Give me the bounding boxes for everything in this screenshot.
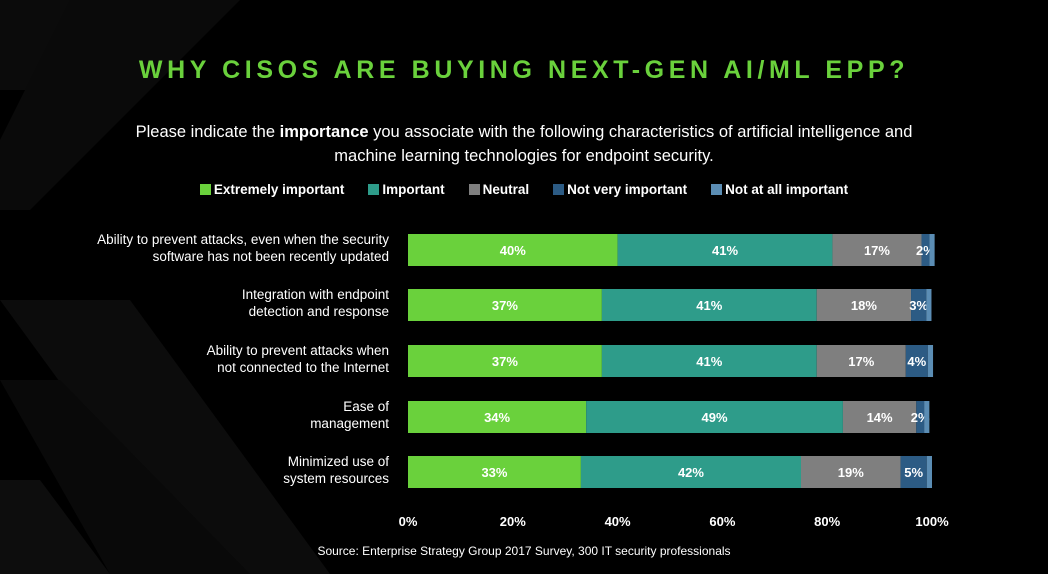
data-label: 42% <box>678 465 704 480</box>
data-label: 14% <box>867 410 893 425</box>
category-label: Integration with endpoint <box>242 287 389 302</box>
bar-segment <box>408 289 602 321</box>
data-label: 5% <box>904 465 923 480</box>
data-label: 18% <box>851 298 877 313</box>
legend-swatch <box>468 184 480 195</box>
data-label: 41% <box>712 243 738 258</box>
bar-segment <box>408 456 581 488</box>
bar-segment <box>408 401 587 433</box>
legend-label: Extremely important <box>213 182 345 197</box>
subtitle: Please indicate the importance you assoc… <box>110 120 938 168</box>
legend-swatch <box>368 184 380 195</box>
category-label: software has not been recently updated <box>153 249 389 264</box>
data-label: 19% <box>838 465 864 480</box>
page-title: WHY CISOS ARE BUYING NEXT-GEN AI/ML EPP? <box>138 56 910 84</box>
bar-segment <box>921 234 930 266</box>
legend-item: Not at all important <box>711 182 848 197</box>
bar-segment <box>601 345 817 377</box>
bar-segment <box>832 234 922 266</box>
data-label: 40% <box>500 243 526 258</box>
data-label: 3% <box>909 298 928 313</box>
data-label: 4% <box>907 354 926 369</box>
legend-label: Neutral <box>482 182 530 197</box>
bar-segment <box>926 289 932 321</box>
subtitle-emphasis: importance <box>279 123 369 141</box>
bar-segment <box>911 289 927 321</box>
subtitle-text: Please indicate the <box>135 123 280 141</box>
chart-legend: Extremely important Important Neutral Not v… <box>0 182 1048 197</box>
bar-segment <box>842 401 917 433</box>
bar-segment <box>601 289 817 321</box>
legend-label: Important <box>382 182 445 197</box>
category-label: Ability to prevent attacks, even when th… <box>97 232 389 247</box>
category-label: Minimized use of <box>288 454 390 469</box>
legend-item: Neutral <box>468 182 530 197</box>
bar-segment <box>580 456 801 488</box>
x-tick-label: 40% <box>605 514 631 529</box>
bar-segment <box>816 345 906 377</box>
category-label: Ease of <box>343 399 389 414</box>
data-label: 41% <box>696 298 722 313</box>
category-label: system resources <box>283 471 389 486</box>
data-label: 17% <box>864 243 890 258</box>
bar-segment <box>916 401 925 433</box>
bar-segment <box>927 345 934 377</box>
source-note: Source: Enterprise Strategy Group 2017 S… <box>317 544 731 558</box>
data-label: 37% <box>492 354 518 369</box>
x-tick-label: 100% <box>915 514 949 529</box>
bar-segment <box>408 234 618 266</box>
bar-segment <box>586 401 843 433</box>
legend-item: Not very important <box>553 182 687 197</box>
legend-swatch <box>553 184 565 195</box>
legend-item: Extremely important <box>199 182 345 197</box>
bar-segment <box>408 345 602 377</box>
bar-segment <box>924 401 930 433</box>
bar-segment <box>929 234 935 266</box>
bar-segment <box>801 456 901 488</box>
legend-label: Not at all important <box>725 182 849 197</box>
bar-segment <box>617 234 833 266</box>
legend-swatch <box>711 184 723 195</box>
x-tick-label: 60% <box>709 514 735 529</box>
data-label: 17% <box>848 354 874 369</box>
category-label: detection and response <box>249 304 389 319</box>
subtitle-text-rest: you associate with the following charact… <box>334 123 913 165</box>
data-label: 49% <box>702 410 728 425</box>
category-label: management <box>310 416 389 431</box>
bar-segment <box>900 456 927 488</box>
bar-segment <box>816 289 912 321</box>
category-label: Ability to prevent attacks when <box>207 343 389 358</box>
legend-swatch <box>199 184 211 195</box>
data-label: 37% <box>492 298 518 313</box>
data-label: 33% <box>481 465 507 480</box>
bar-segment <box>926 456 932 488</box>
bar-segment <box>905 345 928 377</box>
data-label: 34% <box>484 410 510 425</box>
x-tick-label: 20% <box>500 514 526 529</box>
data-label: 41% <box>696 354 722 369</box>
x-tick-label: 0% <box>399 514 418 529</box>
x-tick-label: 80% <box>814 514 840 529</box>
category-label: not connected to the Internet <box>217 360 389 375</box>
legend-label: Not very important <box>567 182 688 197</box>
legend-item: Important <box>368 182 445 197</box>
